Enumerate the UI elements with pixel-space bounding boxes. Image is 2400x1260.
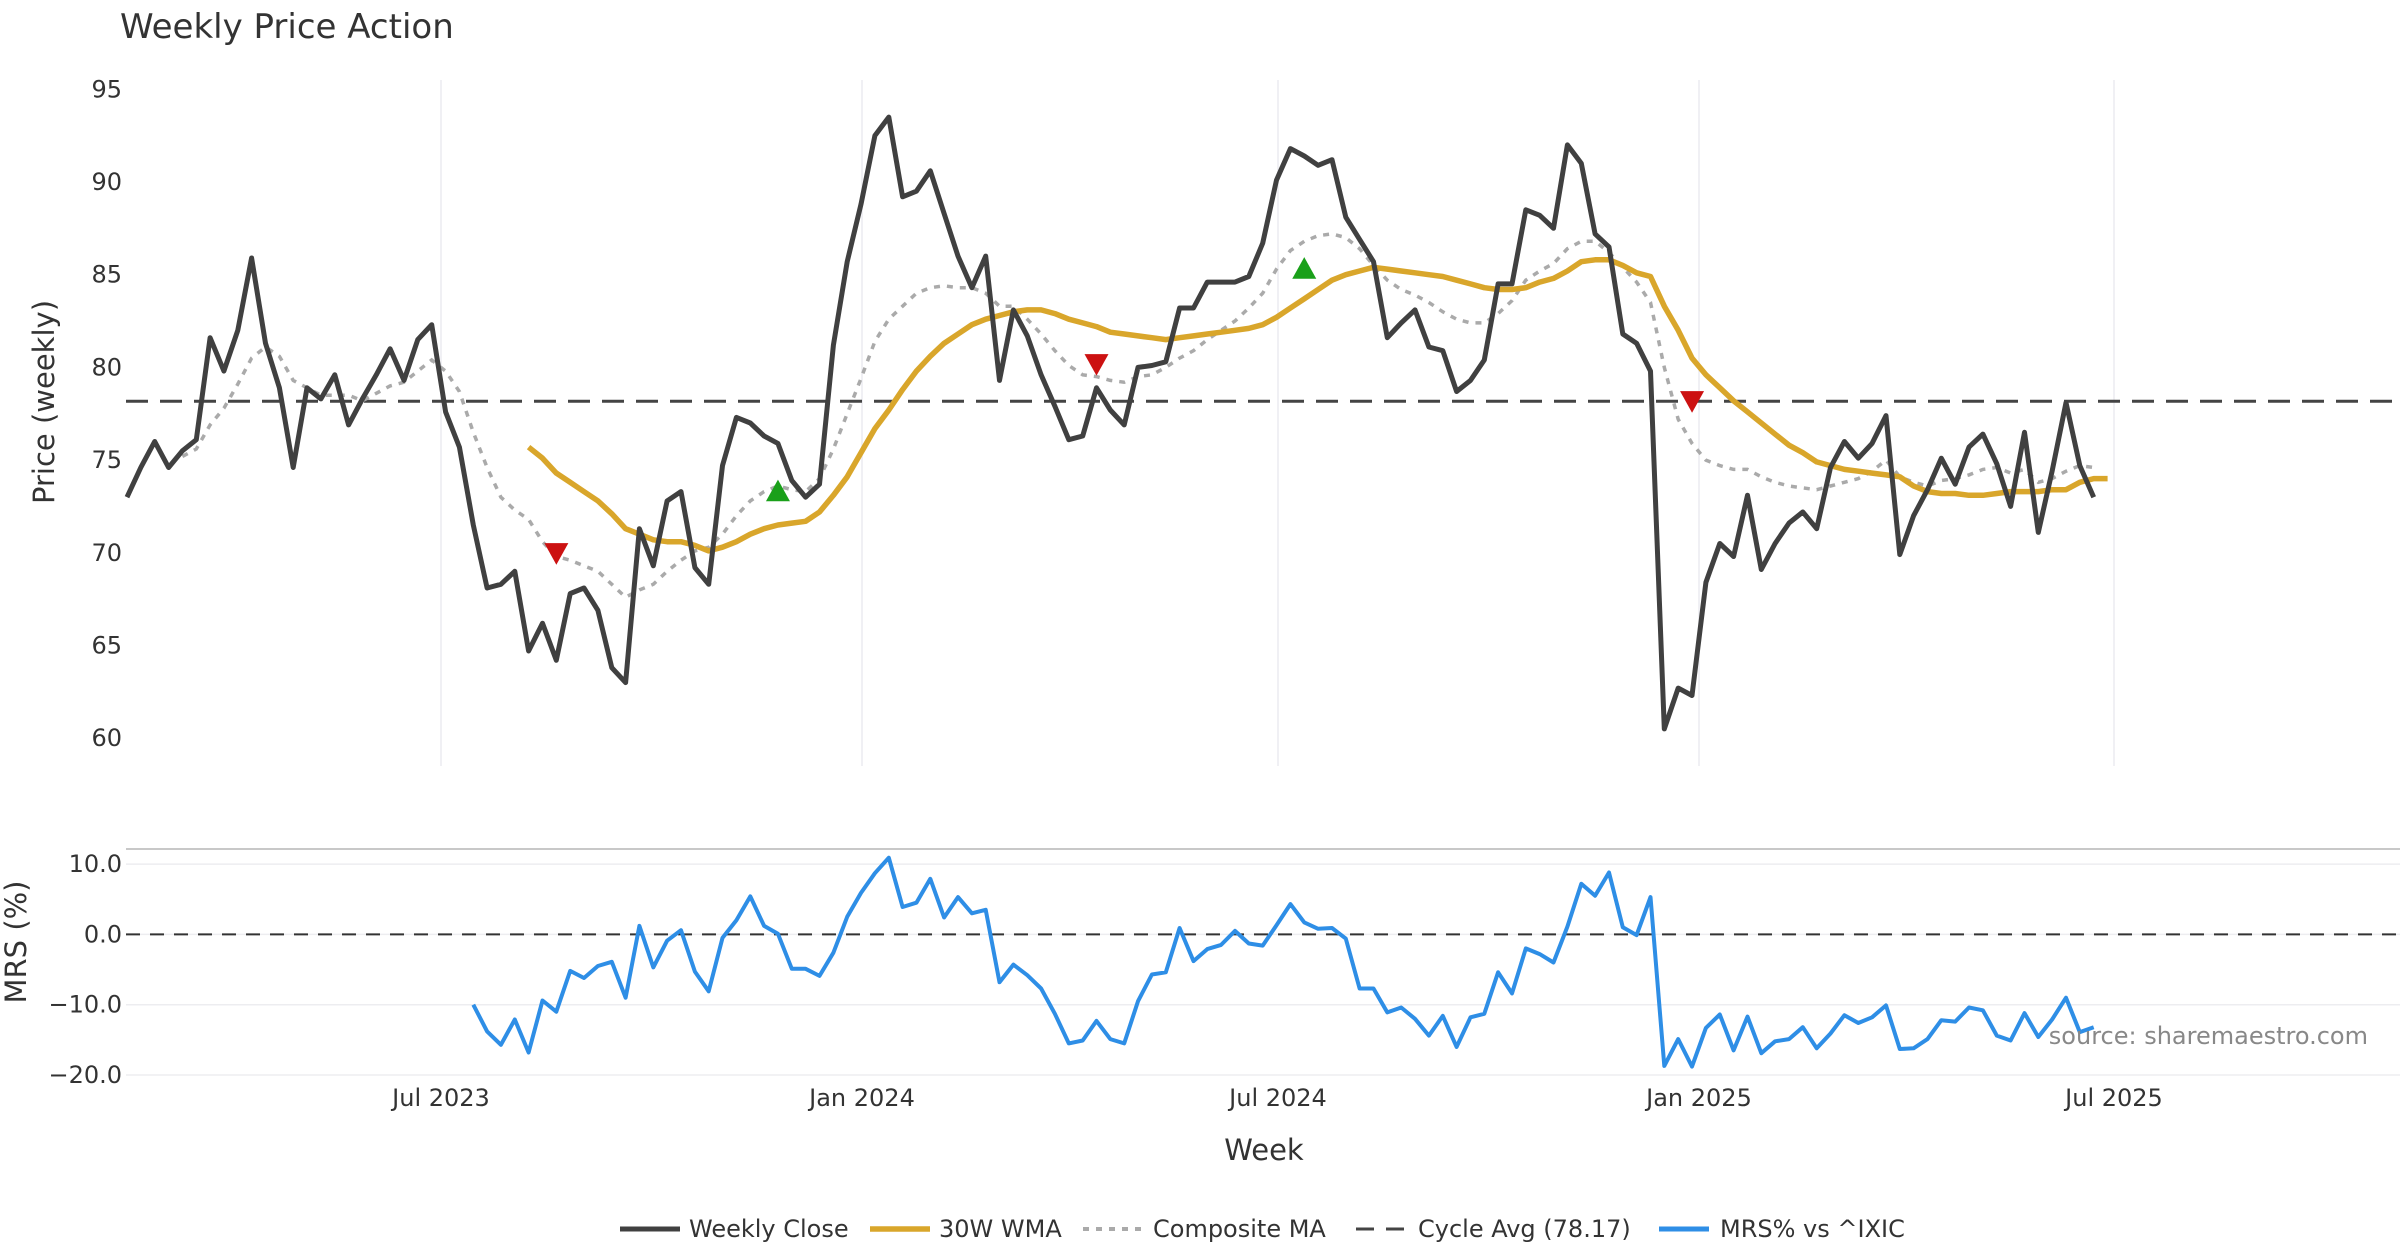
bottom-y-tick-label: 0.0 xyxy=(84,920,122,948)
x-axis-label: Week xyxy=(1224,1133,1304,1167)
wma-30w-line xyxy=(526,257,2108,554)
legend-wma: 30W WMA xyxy=(939,1215,1062,1243)
composite-ma-line xyxy=(181,232,2094,600)
sell-signal-marker xyxy=(1680,391,1705,413)
legend-close: Weekly Close xyxy=(689,1215,849,1243)
top-y-tick-label: 75 xyxy=(91,446,122,474)
bottom-y-tick-label: 10.0 xyxy=(69,850,122,878)
mrs-line xyxy=(471,855,2095,1069)
buy-signal-marker xyxy=(1292,257,1317,279)
chart-title: Weekly Price Action xyxy=(120,7,454,47)
legend-composite: Composite MA xyxy=(1153,1215,1326,1243)
top-y-tick-label: 65 xyxy=(91,631,122,659)
signal-markers xyxy=(544,257,1705,565)
bottom-y-axis-label: MRS (%) xyxy=(0,881,33,1004)
sell-signal-marker xyxy=(1084,354,1109,376)
bottom-y-tick-label: −20.0 xyxy=(48,1061,122,1089)
x-tick-label: Jul 2023 xyxy=(390,1084,490,1112)
x-tick-label: Jan 2025 xyxy=(1644,1084,1752,1112)
sell-signal-marker xyxy=(544,543,569,565)
buy-signal-marker xyxy=(765,479,790,502)
legend-cycle: Cycle Avg (78.17) xyxy=(1418,1215,1631,1243)
top-y-tick-label: 90 xyxy=(91,168,122,196)
bottom-y-tick-label: −10.0 xyxy=(48,991,122,1019)
legend: Weekly Close 30W WMA Composite MA Cycle … xyxy=(620,1215,1905,1243)
top-y-tick-label: 70 xyxy=(91,539,122,567)
top-y-ticks: 95 90 85 80 75 70 65 60 xyxy=(91,75,122,752)
bottom-y-ticks: 10.0 0.0 −10.0 −20.0 xyxy=(48,850,2400,1089)
x-tick-label: Jul 2025 xyxy=(2063,1084,2163,1112)
top-y-axis-label: Price (weekly) xyxy=(27,300,61,504)
top-y-tick-label: 95 xyxy=(91,75,122,103)
source-watermark: source: sharemaestro.com xyxy=(2049,1022,2368,1050)
x-tick-label: Jan 2024 xyxy=(807,1084,915,1112)
top-y-tick-label: 80 xyxy=(91,353,122,381)
weekly-close-line xyxy=(124,114,2096,732)
x-ticks: Jul 2023 Jan 2024 Jul 2024 Jan 2025 Jul 2025 xyxy=(390,1084,2163,1112)
top-y-tick-label: 85 xyxy=(91,261,122,289)
legend-mrs: MRS% vs ^IXIC xyxy=(1720,1215,1905,1243)
top-y-tick-label: 60 xyxy=(91,724,122,752)
x-tick-label: Jul 2024 xyxy=(1227,1084,1327,1112)
